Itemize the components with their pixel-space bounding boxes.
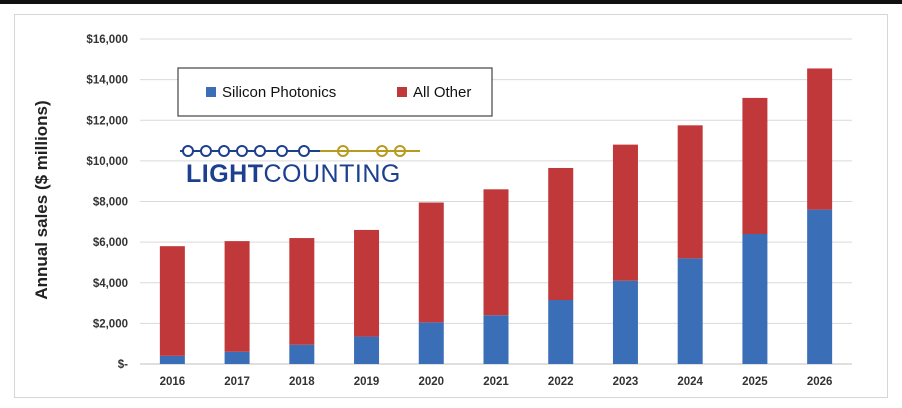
logo-circle [298,145,310,157]
x-tick-labels: 2016 2017 2018 2019 2020 2021 2022 2023 2024 2025… [160,376,833,388]
logo-text: LIGHTCOUNTING [186,160,401,188]
logo-circles [182,145,420,157]
logo-circle [218,145,230,157]
legend-swatch-all-other [397,87,407,97]
bar-silicon-photonics-2025 [742,234,768,364]
x-tick-label: 2019 [354,376,380,388]
x-tick-label: 2025 [742,376,768,388]
x-tick-label: 2026 [807,376,833,388]
y-tick-labels: $- $2,000 $4,000 $6,000 $8,000 $10,000 $12,000… [86,34,128,371]
bar-silicon-photonics-2023 [612,280,638,364]
x-tick-label: 2024 [677,376,703,388]
legend-label-silicon-photonics: Silicon Photonics [222,84,336,101]
y-tick-label: $12,000 [86,115,128,127]
x-tick-label: 2018 [289,376,315,388]
legend-swatch-silicon-photonics [206,87,216,97]
y-tick-label: $- [118,359,128,371]
logo-circle [236,145,248,157]
bar-all-other-2026 [807,68,833,210]
logo-circle [254,145,266,157]
y-tick-label: $16,000 [86,34,128,46]
bar-silicon-photonics-2021 [483,315,509,364]
x-tick-label: 2017 [224,376,250,388]
x-tick-label: 2022 [548,376,574,388]
legend: Silicon Photonics All Other [177,67,493,117]
lightcounting-logo: LIGHTCOUNTING [180,145,420,188]
legend-box [177,67,493,117]
bar-all-other-2018 [289,238,315,345]
top-rule [0,0,902,4]
bar-silicon-photonics-2026 [807,209,833,364]
y-tick-label: $4,000 [93,278,128,290]
y-tick-label: $2,000 [93,318,128,330]
bar-silicon-photonics-2019 [354,336,380,364]
y-tick-label: $14,000 [86,75,128,87]
bar-silicon-photonics-2017 [224,351,250,364]
bar-silicon-photonics-2016 [159,355,185,364]
x-tick-label: 2020 [418,376,444,388]
bars [159,68,833,364]
bar-all-other-2025 [742,97,768,234]
y-axis-label: Annual sales ($ millions) [32,100,51,299]
bar-all-other-2024 [677,125,703,259]
logo-circle [276,145,288,157]
bar-all-other-2019 [354,229,380,337]
bar-all-other-2016 [159,246,185,356]
y-tick-label: $8,000 [93,197,128,209]
logo-circle [200,145,212,157]
x-tick-label: 2023 [613,376,639,388]
bar-all-other-2023 [612,144,638,281]
logo-text-bold: LIGHT [186,160,264,188]
bar-all-other-2022 [548,167,574,301]
bar-silicon-photonics-2024 [677,258,703,364]
legend-label-all-other: All Other [413,84,471,101]
logo-circle [182,145,194,157]
bar-silicon-photonics-2018 [289,344,315,364]
bar-all-other-2017 [224,241,250,352]
x-tick-label: 2021 [483,376,509,388]
bar-silicon-photonics-2020 [418,322,444,364]
bar-all-other-2021 [483,189,509,316]
bar-all-other-2020 [418,202,444,323]
x-tick-label: 2016 [160,376,186,388]
logo-text-rest: COUNTING [264,160,401,188]
y-tick-label: $6,000 [93,237,128,249]
y-tick-label: $10,000 [86,156,128,168]
bar-silicon-photonics-2022 [548,300,574,364]
